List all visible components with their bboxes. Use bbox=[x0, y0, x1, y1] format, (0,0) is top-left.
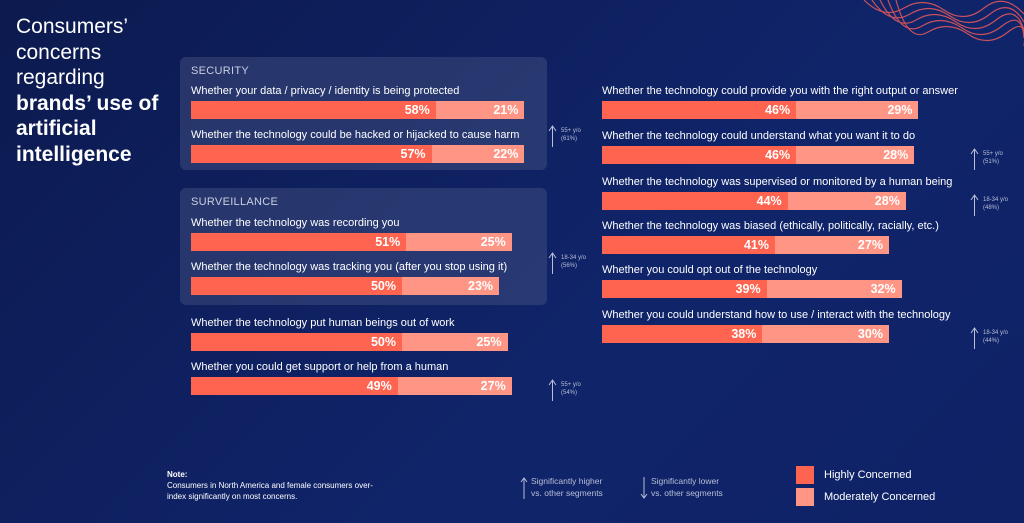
bar-moderately: 23% bbox=[402, 277, 500, 295]
arrow-up-icon bbox=[548, 125, 557, 147]
legend-moderately: Moderately Concerned bbox=[796, 488, 935, 506]
decorative-waves bbox=[863, 0, 1024, 46]
arrow-down-icon bbox=[640, 477, 648, 499]
bar-moderately: 27% bbox=[397, 377, 512, 395]
bar-moderately: 25% bbox=[406, 233, 512, 251]
arrow-up-icon bbox=[520, 477, 528, 499]
bar-moderately: 32% bbox=[766, 280, 902, 298]
arrow-up-icon bbox=[548, 252, 557, 274]
bar-highly: 50% bbox=[191, 333, 402, 351]
bar-moderately: 29% bbox=[796, 101, 919, 119]
bar-highly: 44% bbox=[602, 192, 788, 210]
row-label: Whether the technology could understand … bbox=[602, 130, 916, 142]
bar-moderately: 25% bbox=[402, 333, 508, 351]
significance-annotation: 55+ y/o (51%) bbox=[970, 148, 1003, 170]
bar-moderately: 21% bbox=[435, 101, 525, 119]
row-label: Whether the technology was tracking you … bbox=[191, 261, 508, 273]
bar-moderately: 28% bbox=[787, 192, 906, 210]
legend-up-arrow: Significantly higher vs. other segments bbox=[520, 475, 605, 499]
bar-highly: 39% bbox=[602, 280, 767, 298]
bar-moderately: 30% bbox=[762, 325, 889, 343]
row-label: Whether you could understand how to use … bbox=[602, 309, 951, 321]
row-label: Whether your data / privacy / identity i… bbox=[191, 85, 460, 97]
significance-annotation: 18-34 y/o (44%) bbox=[970, 327, 1009, 349]
arrow-up-icon bbox=[970, 327, 979, 349]
legend-down-arrow: Significantly lower vs. other segments bbox=[640, 475, 725, 499]
bar-moderately: 28% bbox=[796, 146, 915, 164]
group-title: SECURITY bbox=[191, 65, 250, 77]
bar-highly: 38% bbox=[602, 325, 763, 343]
row-label: Whether the technology was supervised or… bbox=[602, 176, 953, 188]
row-label: Whether the technology put human beings … bbox=[191, 317, 455, 329]
bar-highly: 51% bbox=[191, 233, 407, 251]
annotation-text: 18-34 y/o (48%) bbox=[983, 197, 1009, 211]
row-label: Whether you could opt out of the technol… bbox=[602, 264, 818, 276]
row-label: Whether you could get support or help fr… bbox=[191, 361, 449, 373]
significance-annotation: 55+ y/o (61%) bbox=[548, 125, 581, 147]
legend-swatch-moderately bbox=[796, 488, 814, 506]
bar-highly: 46% bbox=[602, 101, 797, 119]
bar-highly: 50% bbox=[191, 277, 402, 295]
annotation-text: 55+ y/o (51%) bbox=[983, 151, 1003, 165]
annotation-text: 18-34 y/o (56%) bbox=[561, 255, 587, 269]
legend-highly: Highly Concerned bbox=[796, 466, 911, 484]
bar-moderately: 27% bbox=[775, 236, 889, 254]
bar-highly: 57% bbox=[191, 145, 432, 163]
significance-annotation: 55+ y/o (54%) bbox=[548, 379, 581, 401]
group-title: SURVEILLANCE bbox=[191, 196, 279, 208]
annotation-text: 18-34 y/o (44%) bbox=[983, 330, 1009, 344]
page-title: Consumers’ concerns regarding brands’ us… bbox=[16, 15, 159, 166]
bar-highly: 49% bbox=[191, 377, 398, 395]
annotation-text: 55+ y/o (61%) bbox=[561, 128, 581, 142]
bar-moderately: 22% bbox=[431, 145, 525, 163]
row-label: Whether the technology was biased (ethic… bbox=[602, 220, 939, 232]
arrow-up-icon bbox=[970, 194, 979, 216]
row-label: Whether the technology could be hacked o… bbox=[191, 129, 520, 141]
arrow-up-icon bbox=[970, 148, 979, 170]
bar-highly: 58% bbox=[191, 101, 436, 119]
arrow-up-icon bbox=[548, 379, 557, 401]
bar-highly: 41% bbox=[602, 236, 776, 254]
row-label: Whether the technology could provide you… bbox=[602, 85, 958, 97]
legend-swatch-highly bbox=[796, 466, 814, 484]
annotation-text: 55+ y/o (54%) bbox=[561, 382, 581, 396]
row-label: Whether the technology was recording you bbox=[191, 217, 400, 229]
significance-annotation: 18-34 y/o (48%) bbox=[970, 194, 1009, 216]
significance-annotation: 18-34 y/o (56%) bbox=[548, 252, 587, 274]
bar-highly: 46% bbox=[602, 146, 797, 164]
note: Note: Consumers in North America and fem… bbox=[167, 470, 373, 501]
